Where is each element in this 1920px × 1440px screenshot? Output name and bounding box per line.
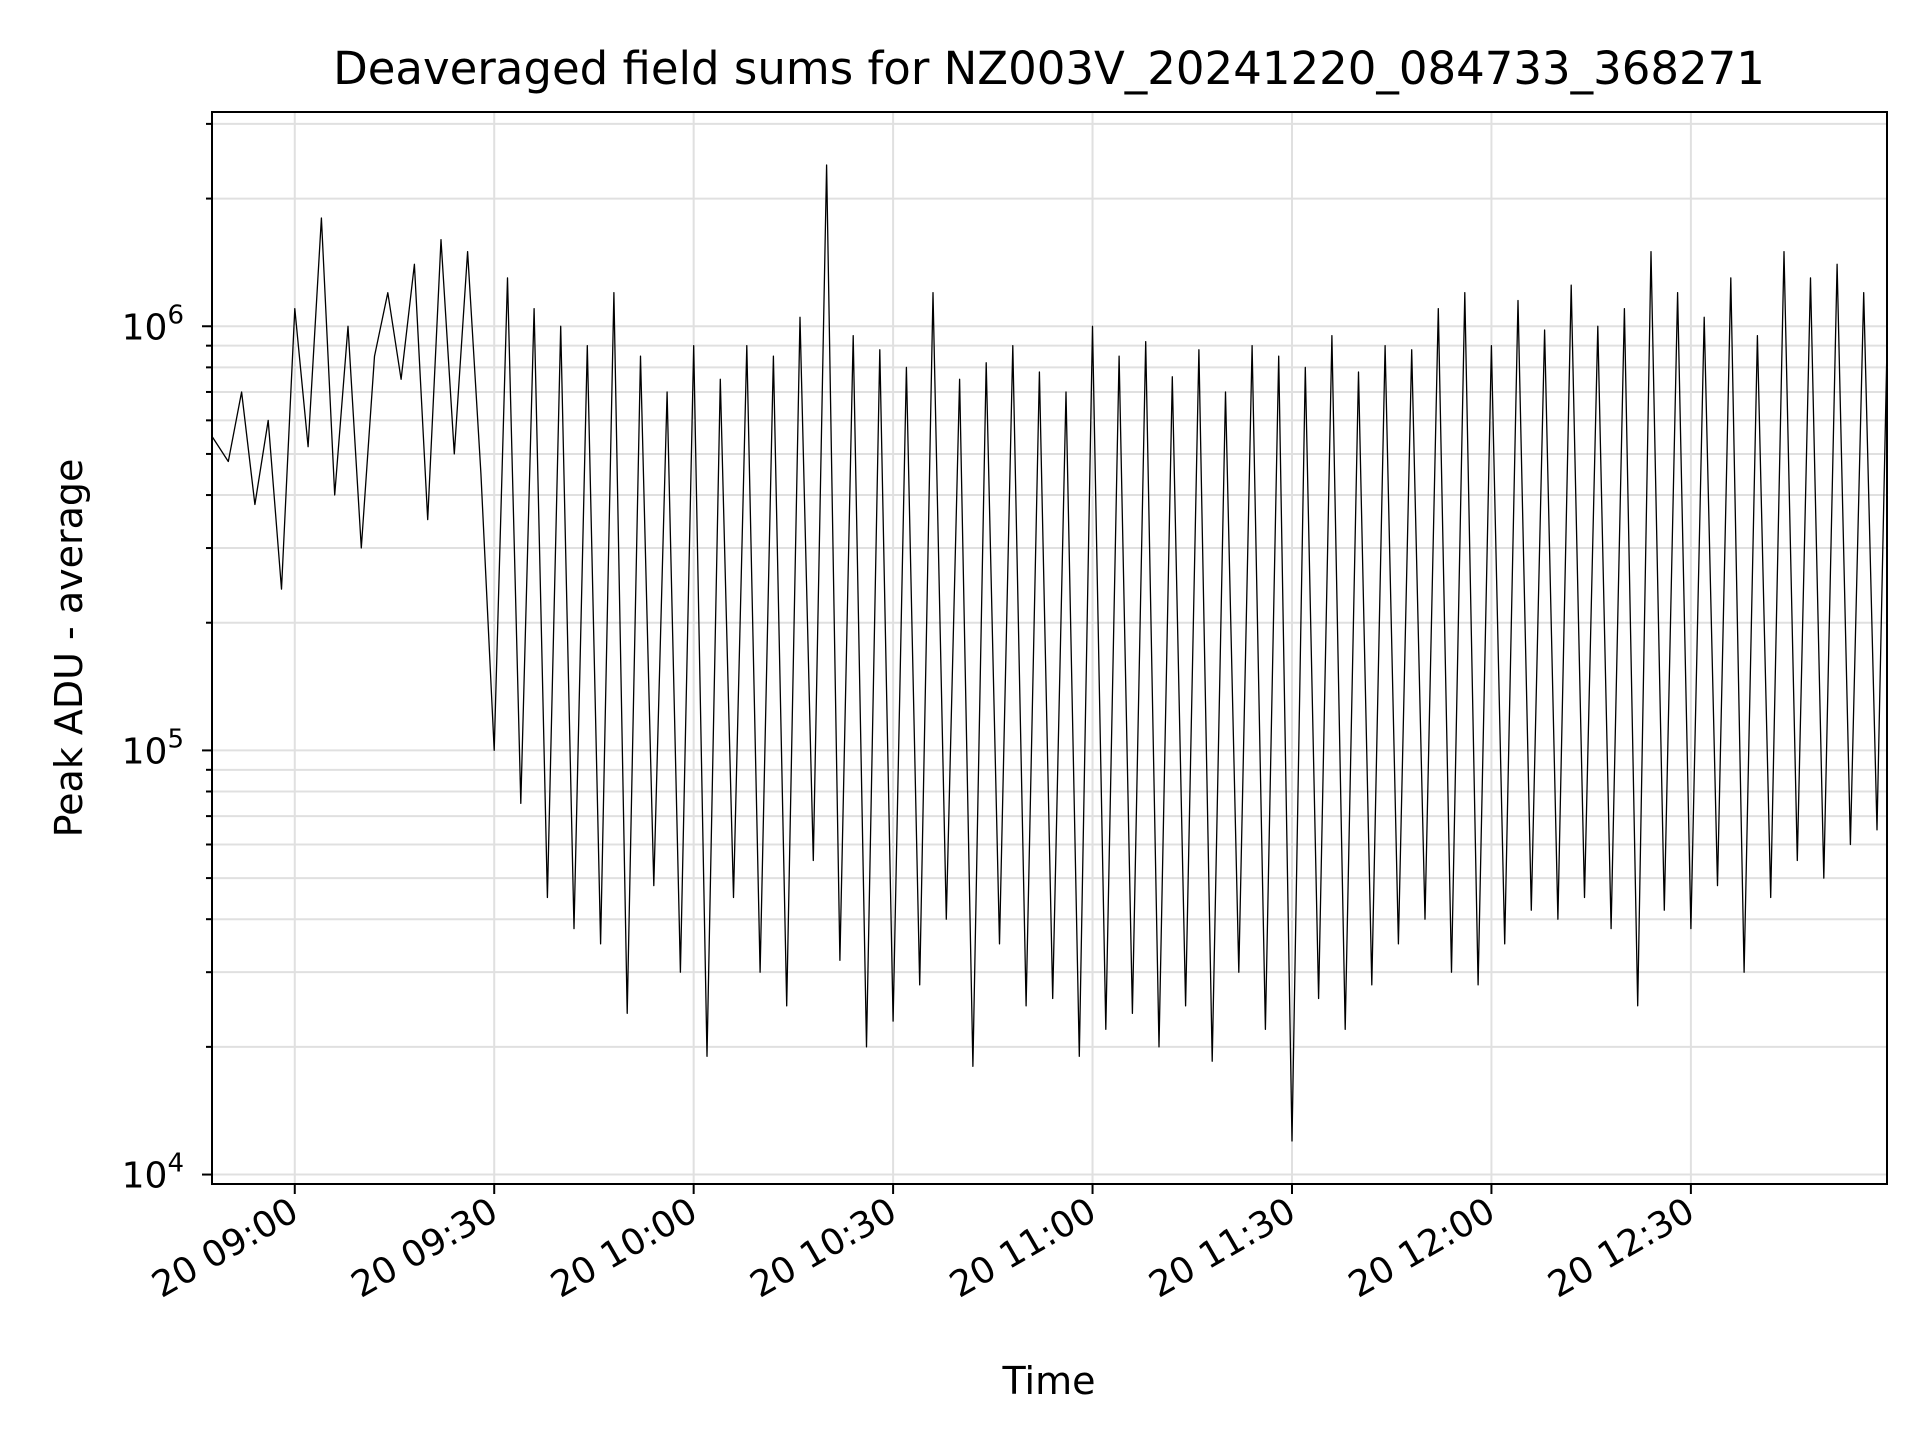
- y-tick-labels: 104 105 106: [122, 300, 184, 1196]
- grid: [212, 112, 1887, 1184]
- tick-marks: [202, 122, 1692, 1194]
- series-line: [211, 164, 1888, 1142]
- x-axis-label: Time: [1002, 1359, 1096, 1403]
- chart-title: Deaveraged field sums for NZ003V_2024122…: [333, 42, 1765, 95]
- series-layer: [211, 164, 1888, 1142]
- y-tick-label: 105: [122, 724, 184, 772]
- plot-frame: [211, 111, 1888, 1185]
- y-tick-label: 106: [122, 300, 184, 348]
- y-axis-label: Peak ADU - average: [47, 459, 91, 838]
- y-tick-label: 104: [122, 1149, 184, 1197]
